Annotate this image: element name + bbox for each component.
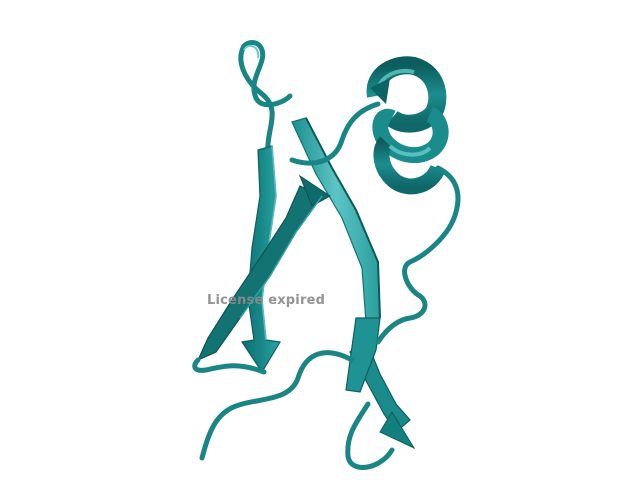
beta-strand-right-upper [345, 317, 381, 393]
beta-strand-back-edge [305, 117, 381, 319]
coil-helix-link [289, 101, 381, 166]
coil-right-descending [375, 165, 461, 345]
alpha-helix-arrowtip [370, 78, 390, 104]
coil-top-loop [238, 40, 293, 155]
alpha-helix [366, 56, 449, 195]
beta-strand-left-2-arrowhead [298, 174, 331, 207]
coil-lower-left [192, 357, 267, 375]
coil-bottom-loop [345, 401, 395, 470]
coil-c-terminal-tail [199, 350, 355, 461]
beta-strand-right-lower-arrowhead [379, 411, 416, 450]
coil-top-loop-highlight [243, 44, 260, 59]
beta-strand-left-2-edge [239, 195, 323, 319]
license-watermark: License expired [207, 293, 326, 308]
